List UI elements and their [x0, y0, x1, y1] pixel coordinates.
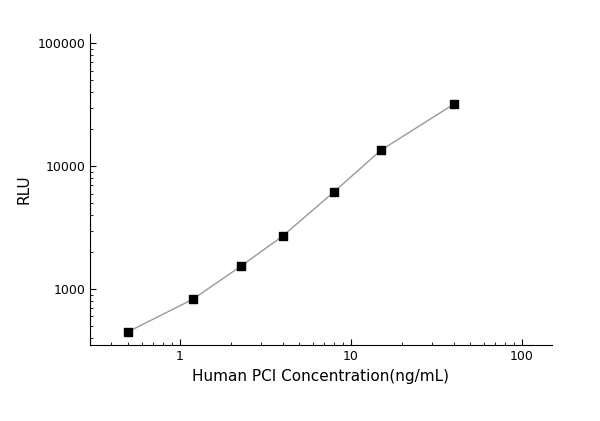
Point	[376, 147, 386, 154]
Point	[329, 189, 339, 195]
Point	[236, 262, 246, 269]
Point	[123, 328, 133, 335]
Point	[278, 233, 287, 240]
X-axis label: Human PCI Concentration(ng/mL): Human PCI Concentration(ng/mL)	[193, 369, 449, 384]
Point	[188, 296, 198, 303]
Point	[449, 101, 458, 108]
Y-axis label: RLU: RLU	[17, 175, 32, 204]
